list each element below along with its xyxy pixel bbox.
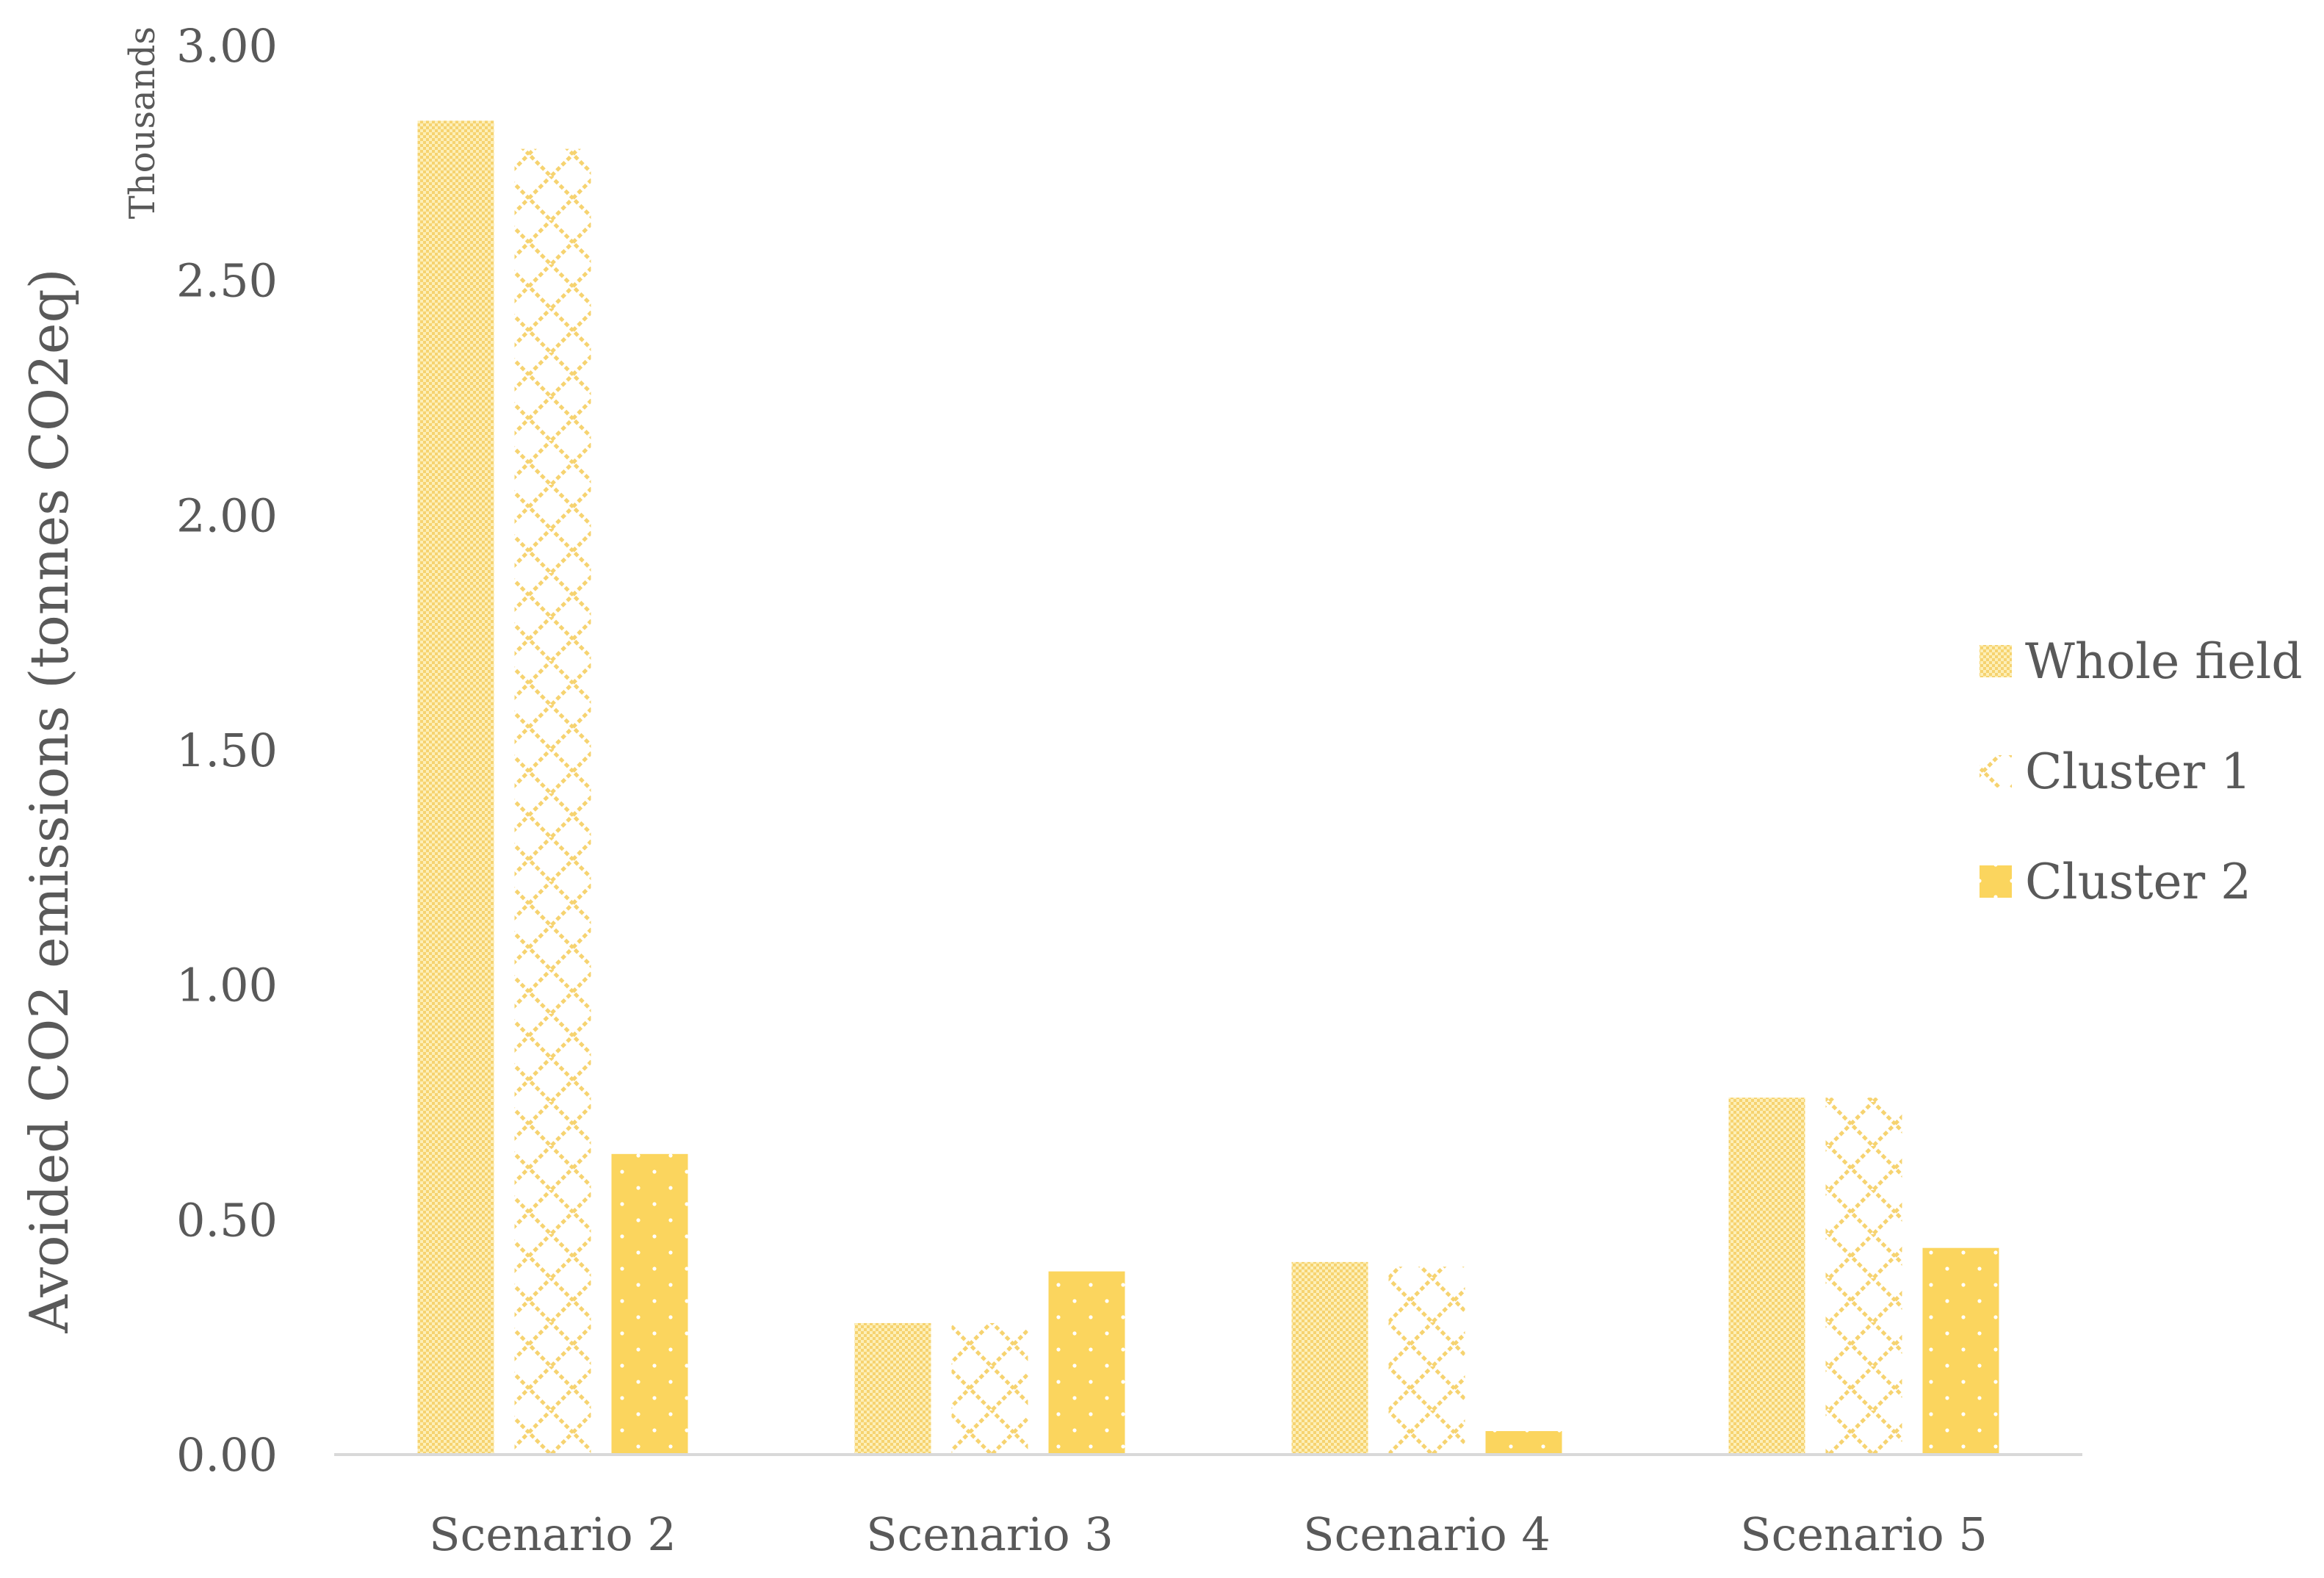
y-tick-label: 0.00 [176,1428,278,1482]
legend-swatch-whole-field [1980,645,2012,677]
x-category-label: Scenario 4 [1303,1507,1551,1561]
legend-swatch-cluster-2 [1980,865,2012,898]
legend-label: Cluster 2 [2025,854,2251,910]
y-axis-title: Avoided CO2 emissions (tonnes CO2eq) [18,268,80,1333]
bar-cluster-2-scenario-4 [1485,1431,1562,1455]
bar-cluster-1-scenario-5 [1825,1098,1902,1455]
bar-whole-field-scenario-2 [417,120,494,1455]
bar-series [417,120,1999,1455]
bar-cluster-1-scenario-3 [951,1322,1028,1455]
y-tick-label: 2.00 [176,489,278,542]
x-category-label: Scenario 3 [866,1507,1114,1561]
x-axis-category-labels: Scenario 2 Scenario 3 Scenario 4 Scenario 5 [429,1507,1988,1561]
y-axis-ticks: 0.00 0.50 1.00 1.50 2.00 2.50 3.00 [176,19,278,1482]
y-tick-label: 1.00 [176,959,278,1012]
legend: Whole field Cluster 1 Cluster 2 [1980,633,2303,910]
bar-cluster-2-scenario-3 [1048,1271,1125,1455]
y-axis-unit-label: Thousands [122,26,163,219]
bar-cluster-2-scenario-5 [1922,1247,1999,1455]
bar-cluster-1-scenario-4 [1388,1267,1465,1455]
legend-label: Whole field [2025,633,2303,690]
bar-cluster-1-scenario-2 [514,148,591,1455]
bar-whole-field-scenario-5 [1728,1098,1805,1455]
bar-whole-field-scenario-4 [1291,1261,1368,1455]
y-tick-label: 1.50 [176,724,278,777]
bar-whole-field-scenario-3 [854,1322,931,1455]
legend-swatch-cluster-1 [1980,755,2012,788]
y-tick-label: 3.00 [176,19,278,73]
x-category-label: Scenario 2 [429,1507,676,1561]
legend-label: Cluster 1 [2025,743,2251,800]
bar-cluster-2-scenario-2 [611,1153,688,1455]
y-tick-label: 0.50 [176,1193,278,1247]
x-category-label: Scenario 5 [1740,1507,1988,1561]
y-tick-label: 2.50 [176,254,278,308]
